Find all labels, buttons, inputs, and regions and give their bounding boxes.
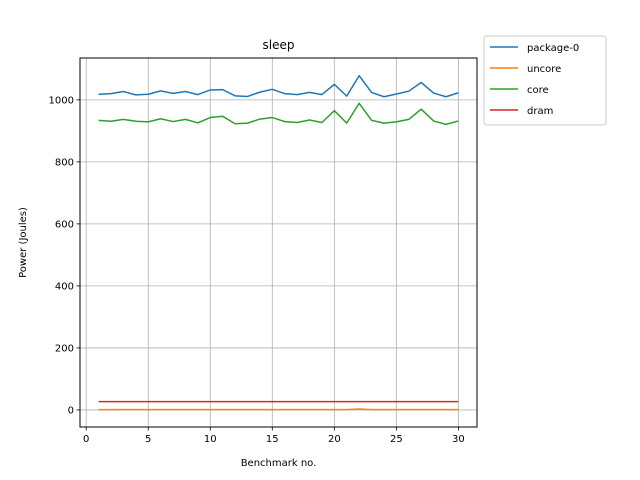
y-tick-label: 200 <box>55 343 74 354</box>
y-tick-label: 800 <box>55 157 74 168</box>
series-line-package-0 <box>98 74 459 98</box>
legend-frame <box>483 35 607 126</box>
plot-frame <box>79 57 478 428</box>
series-line-uncore <box>98 408 459 411</box>
x-tick-label: 30 <box>452 434 465 445</box>
y-tick-label: 0 <box>68 405 74 416</box>
x-tick-label: 0 <box>83 434 89 445</box>
chart-title: sleep <box>263 38 295 52</box>
x-tick-label: 5 <box>145 434 151 445</box>
x-tick-label: 10 <box>204 434 217 445</box>
legend-label-uncore: uncore <box>527 64 561 75</box>
y-axis: 0 200 400 600 800 1000 <box>49 95 80 416</box>
y-tick-label: 600 <box>55 219 74 230</box>
x-tick-label: 20 <box>328 434 341 445</box>
y-tick-label: 1000 <box>49 95 74 106</box>
y-tick-label: 400 <box>55 281 74 292</box>
x-tick-label: 25 <box>390 434 403 445</box>
y-axis-label: Power (Joules) <box>18 207 29 278</box>
legend-label-core: core <box>527 85 549 96</box>
series-line-core <box>98 102 459 126</box>
x-axis-label: Benchmark no. <box>241 458 317 469</box>
x-axis: 0 5 10 15 20 25 30 <box>83 427 465 445</box>
legend-label-dram: dram <box>527 106 553 117</box>
series-group <box>98 74 459 411</box>
x-tick-label: 15 <box>266 434 279 445</box>
legend: package-0 uncore core dram <box>483 35 607 126</box>
legend-label-package-0: package-0 <box>527 43 579 54</box>
